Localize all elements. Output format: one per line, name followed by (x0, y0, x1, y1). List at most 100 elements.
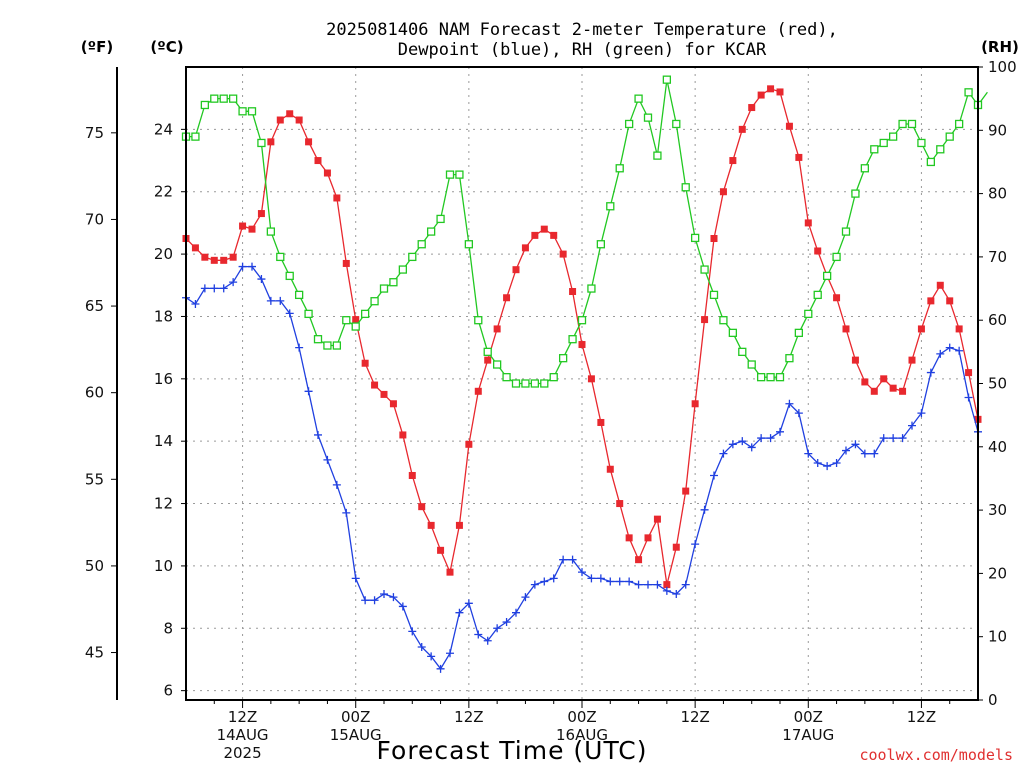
rh-point-6 (238, 107, 247, 116)
rh-point-37 (530, 379, 540, 388)
rh-point-7 (247, 107, 257, 116)
temperature-point-31 (474, 387, 482, 395)
dewpoint-point-31 (474, 630, 483, 639)
rh-point-26 (426, 227, 436, 236)
dewpoint-point-73 (870, 449, 879, 458)
fahrenheit-tick-label-0: 45 (85, 644, 104, 662)
temperature-point-83 (965, 369, 973, 377)
dewpoint-point-7 (248, 262, 256, 271)
temperature-point-53 (682, 487, 690, 495)
series-temperature (182, 85, 982, 589)
temperature-point-45 (606, 465, 614, 473)
temperature-point-43 (587, 375, 595, 383)
dewpoint-point-83 (964, 393, 973, 402)
temperature-point-58 (729, 157, 737, 165)
rh-point-63 (775, 373, 785, 382)
dewpoint-point-22 (389, 593, 398, 602)
temperature-point-49 (644, 534, 652, 542)
rh-point-10 (276, 252, 285, 262)
rh-point-61 (756, 373, 766, 382)
temperature-point-50 (653, 515, 661, 523)
rh-point-71 (851, 189, 860, 198)
temperature-point-35 (512, 266, 520, 274)
temperature-point-2 (201, 253, 209, 261)
dewpoint-point-17 (342, 508, 351, 517)
rh-point-11 (285, 271, 294, 281)
rh-point-82 (954, 119, 964, 129)
dewpoint-point-62 (766, 434, 775, 443)
temperature-point-64 (785, 122, 793, 130)
rh-point-56 (709, 290, 719, 300)
celsius-tick-label-6: 18 (154, 307, 173, 325)
dewpoint-point-52 (672, 589, 681, 598)
temperature-point-9 (267, 138, 275, 146)
rh-point-51 (662, 75, 672, 84)
dewpoint-point-58 (728, 440, 737, 449)
temperature-point-7 (248, 225, 256, 233)
rh-point-24 (408, 252, 417, 262)
temperature-point-62 (767, 85, 775, 93)
temperature-point-11 (286, 110, 294, 118)
rh-point-68 (822, 271, 832, 281)
credit-label: coolwx.com/models (859, 746, 1013, 764)
temperature-point-10 (276, 116, 284, 124)
temperature-point-21 (380, 390, 388, 398)
temperature-point-75 (889, 384, 897, 392)
temperature-point-27 (437, 546, 445, 554)
rh-point-60 (747, 360, 756, 369)
rh-point-32 (483, 347, 492, 357)
dewpoint-point-23 (398, 602, 407, 611)
dewpoint-point-24 (408, 627, 417, 636)
rh-point-27 (436, 214, 445, 224)
dewpoint-point-66 (804, 449, 813, 458)
rh-point-66 (804, 309, 813, 319)
rh-point-8 (257, 138, 266, 148)
dewpoint-point-3 (210, 284, 219, 293)
temperature-point-28 (446, 568, 454, 576)
temperature-line (185, 88, 979, 585)
rh-point-83 (964, 88, 973, 97)
temperature-point-77 (908, 356, 916, 364)
dewpoint-point-39 (549, 574, 558, 583)
rh-point-21 (379, 284, 389, 293)
dewpoint-point-10 (276, 296, 285, 305)
dewpoint-point-82 (955, 346, 964, 355)
temperature-point-22 (389, 400, 397, 408)
rh-point-33 (492, 360, 502, 369)
celsius-tick-label-2: 10 (154, 557, 173, 575)
x-tick-label-6-0: 12Z (907, 708, 936, 726)
dewpoint-point-72 (860, 449, 869, 458)
temperature-point-61 (757, 91, 765, 99)
rh-point-25 (417, 240, 426, 249)
fahrenheit-tick-label-5: 70 (85, 210, 104, 228)
temperature-point-79 (927, 297, 935, 305)
temperature-point-57 (719, 188, 727, 196)
dewpoint-point-48 (634, 580, 643, 589)
dewpoint-point-76 (898, 434, 907, 443)
temperature-point-25 (418, 503, 426, 511)
rh-point-47 (624, 119, 634, 129)
temperature-point-41 (569, 288, 577, 296)
dewpoint-point-43 (587, 574, 596, 583)
dewpoint-point-75 (889, 434, 898, 443)
celsius-tick-label-0: 6 (163, 682, 173, 700)
dewpoint-point-16 (332, 480, 341, 489)
temperature-point-47 (625, 534, 633, 542)
temperature-point-60 (748, 104, 756, 112)
rh-tick-label-2: 20 (988, 564, 1007, 582)
dewpoint-point-64 (785, 399, 794, 408)
dewpoint-point-1 (191, 299, 200, 308)
rh-point-54 (690, 233, 700, 243)
x-tick-label-1-0: 00Z (341, 708, 370, 726)
dewpoint-point-50 (653, 580, 662, 589)
dewpoint-point-34 (502, 618, 511, 627)
celsius-tick-label-8: 22 (154, 183, 173, 201)
temperature-point-80 (936, 281, 944, 289)
x-tick-label-0-2: 2025 (223, 744, 261, 762)
rh-point-22 (389, 278, 398, 287)
dewpoint-point-36 (521, 593, 530, 602)
dewpoint-point-12 (295, 343, 304, 352)
dewpoint-point-65 (794, 409, 803, 418)
temperature-point-46 (616, 500, 624, 508)
temperature-point-78 (917, 325, 925, 333)
